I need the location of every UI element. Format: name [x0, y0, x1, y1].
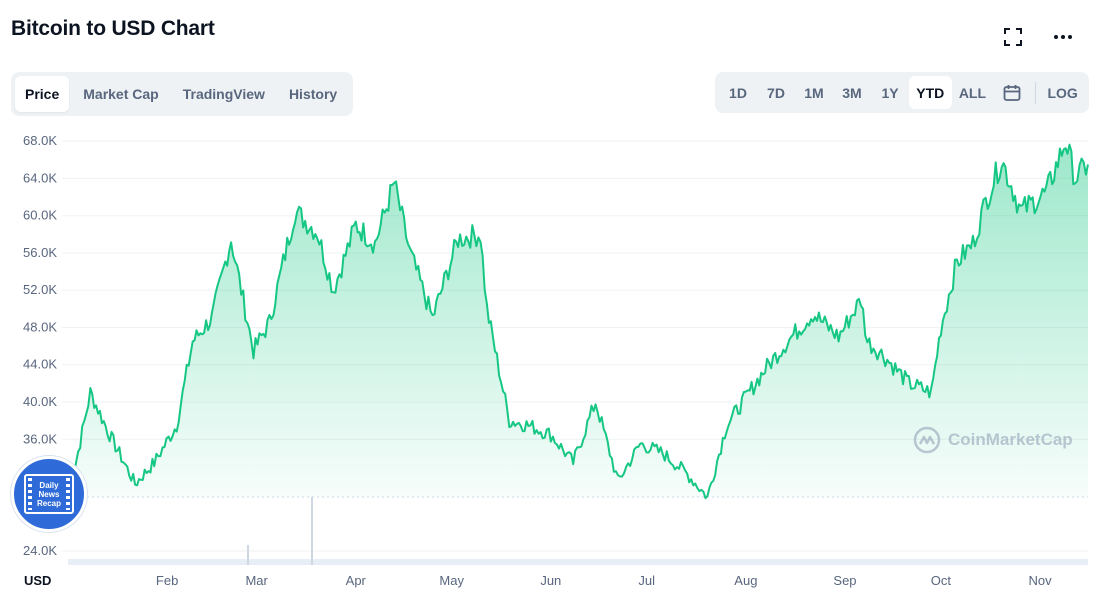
- x-tick-label: Aug: [734, 573, 757, 588]
- tab-price[interactable]: Price: [15, 76, 70, 112]
- badge-line-3: Recap: [36, 498, 61, 508]
- range-1m[interactable]: 1M: [804, 84, 824, 101]
- tab-market-cap[interactable]: Market Cap: [83, 86, 159, 102]
- log-scale-toggle[interactable]: LOG: [1047, 84, 1078, 101]
- range-divider: [1035, 81, 1037, 104]
- coinmarketcap-logo-icon: [913, 426, 941, 454]
- chart-type-tabs: Price Market Cap TradingView History: [11, 72, 353, 116]
- badge-line-2: News: [38, 489, 60, 499]
- range-ytd[interactable]: YTD: [909, 76, 952, 109]
- x-tick-label: Mar: [245, 573, 268, 588]
- badge-line-1: Daily: [39, 480, 59, 490]
- y-tick-label: 60.0K: [23, 208, 57, 223]
- price-area-fill: [68, 144, 1088, 501]
- fullscreen-icon[interactable]: [1000, 24, 1026, 50]
- x-tick-label: Sep: [833, 573, 856, 588]
- x-tick-label: Feb: [156, 573, 178, 588]
- y-tick-label: 56.0K: [23, 245, 57, 260]
- x-tick-label: May: [439, 573, 464, 588]
- time-range-selector: 1D 7D 1M 3M 1Y YTD ALL LOG: [715, 72, 1089, 113]
- x-tick-label: Apr: [346, 573, 367, 588]
- range-7d[interactable]: 7D: [767, 84, 785, 101]
- y-tick-label: 68.0K: [23, 133, 57, 148]
- y-tick-label: 44.0K: [23, 357, 57, 372]
- watermark-text: CoinMarketCap: [948, 430, 1073, 449]
- y-tick-label: 40.0K: [23, 394, 57, 409]
- range-all[interactable]: ALL: [958, 84, 987, 101]
- x-tick-label: Nov: [1028, 573, 1052, 588]
- x-tick-label: Oct: [931, 573, 952, 588]
- tab-history[interactable]: History: [288, 86, 338, 102]
- range-1d[interactable]: 1D: [729, 84, 747, 101]
- price-line: [67, 143, 1089, 501]
- x-tick-label: Jun: [540, 573, 561, 588]
- coinmarketcap-watermark: CoinMarketCap: [913, 426, 1073, 454]
- film-icon: Daily News Recap: [24, 474, 74, 514]
- y-tick-label: 36.0K: [23, 431, 57, 446]
- price-chart: 68.0K 64.0K 60.0K 56.0K 52.0K 48.0K 44.0K 40.0K…: [23, 133, 1089, 588]
- y-tick-label: 64.0K: [23, 170, 57, 185]
- page-title: Bitcoin to USD Chart: [11, 17, 215, 40]
- y-tick-label: 24.0K: [23, 543, 57, 558]
- more-icon[interactable]: [1050, 24, 1076, 50]
- range-1y[interactable]: 1Y: [881, 84, 899, 101]
- tab-tradingview[interactable]: TradingView: [182, 86, 265, 102]
- x-tick-label: Jul: [638, 573, 655, 588]
- y-tick-label: 52.0K: [23, 282, 57, 297]
- volume-bars: [68, 559, 1088, 565]
- calendar-icon[interactable]: [993, 76, 1031, 109]
- daily-news-recap-badge[interactable]: Daily News Recap: [11, 456, 87, 532]
- y-tick-label: 48.0K: [23, 319, 57, 334]
- range-3m[interactable]: 3M: [842, 84, 862, 101]
- currency-label: USD: [24, 573, 51, 588]
